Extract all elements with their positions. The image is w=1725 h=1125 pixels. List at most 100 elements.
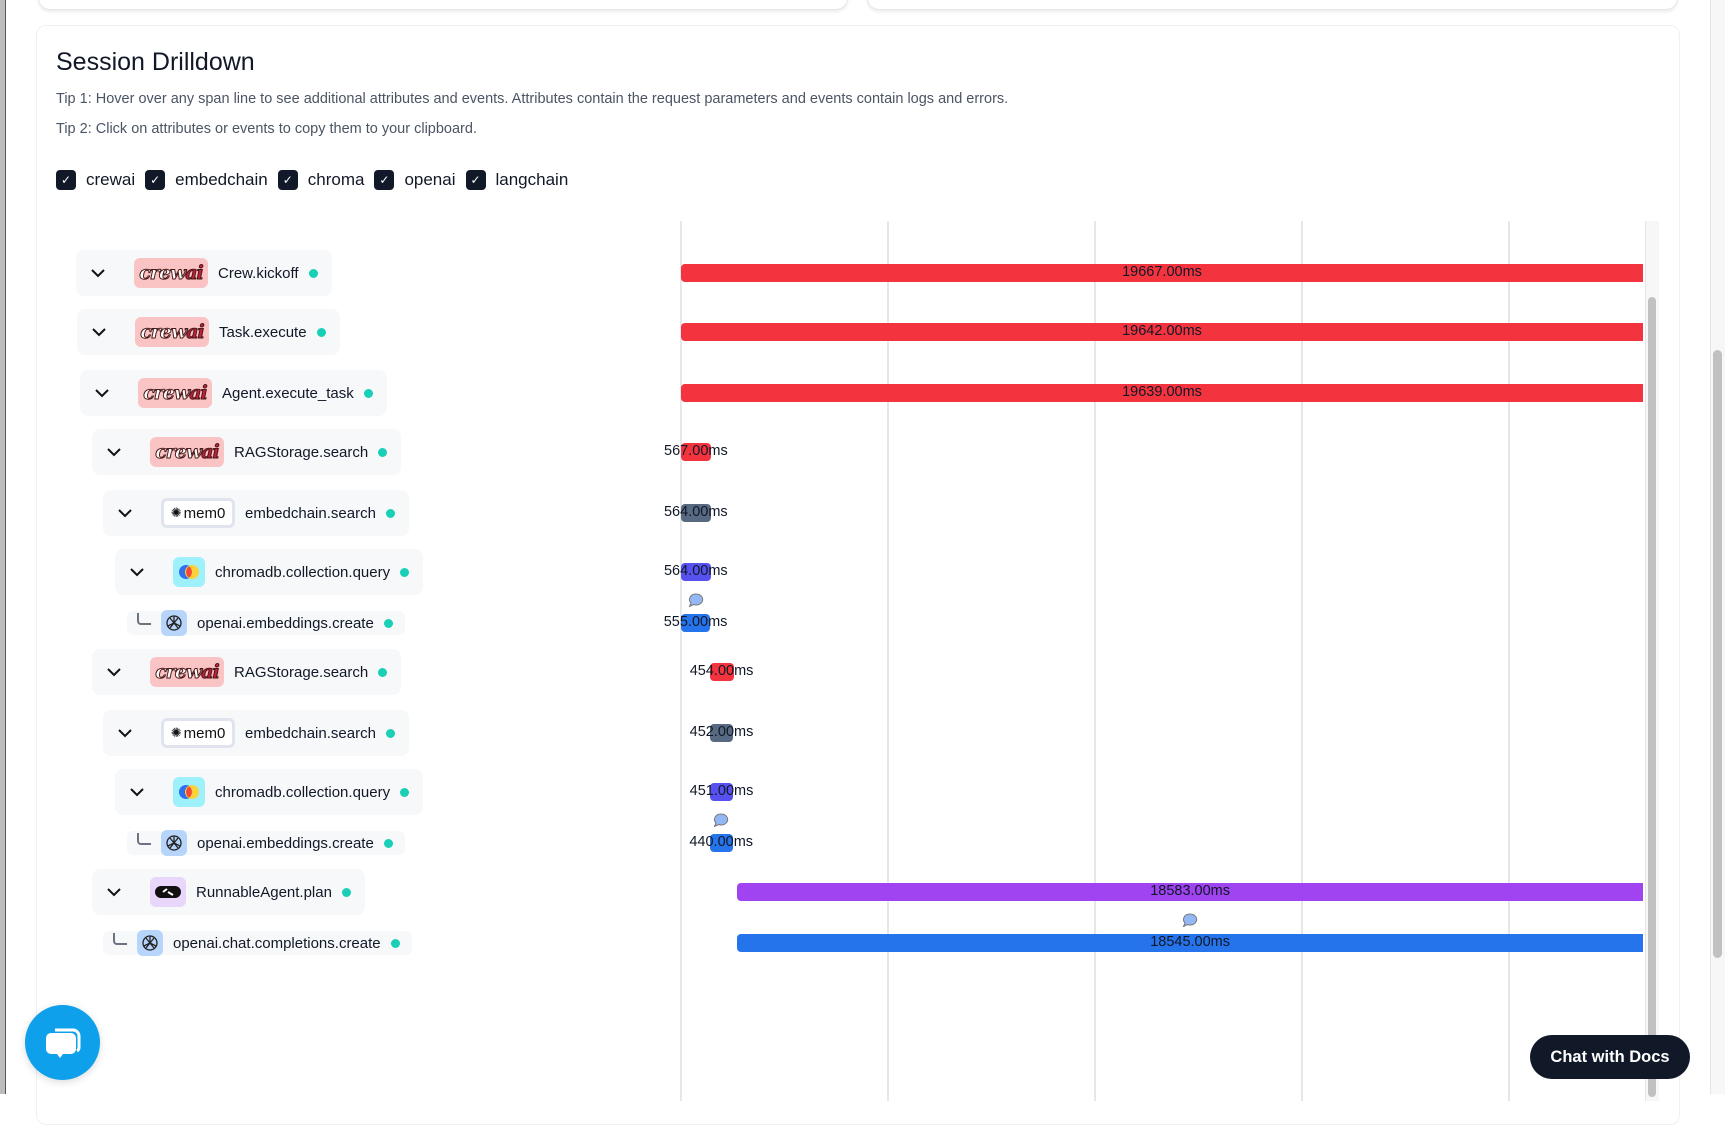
span-name: openai.chat.completions.create: [173, 934, 381, 952]
span-duration-bar[interactable]: [681, 323, 1643, 341]
chevron-down-icon[interactable]: [89, 322, 109, 342]
span-name: RunnableAgent.plan: [196, 883, 332, 901]
crewai-logo: crew ai: [150, 437, 224, 467]
tree-connector-icon: [113, 933, 127, 945]
status-dot: [308, 268, 318, 278]
tree-connector-icon: [137, 613, 151, 625]
status-dot: [390, 938, 400, 948]
checkbox-checked-icon[interactable]: ✓: [56, 170, 76, 190]
crewai-logo: crew ai: [134, 258, 208, 288]
span-duration-bar[interactable]: [737, 934, 1643, 952]
checkbox-checked-icon[interactable]: ✓: [277, 170, 298, 190]
filter-embedchain[interactable]: ✓ embedchain: [145, 170, 268, 190]
event-bubble-icon[interactable]: [713, 813, 729, 827]
span-duration-bar[interactable]: [681, 563, 711, 581]
chevron-down-icon[interactable]: [115, 503, 135, 523]
span-duration-bar[interactable]: [737, 883, 1643, 901]
span-duration-label: 564.00ms: [663, 563, 728, 579]
span-row[interactable]: RunnableAgent.plan: [92, 869, 365, 915]
span-row[interactable]: crew ai RAGStorage.search: [92, 429, 402, 475]
background-window-edge: [0, 0, 6, 1094]
span-duration-bar[interactable]: [681, 504, 711, 522]
span-duration-bar[interactable]: [709, 724, 734, 742]
span-duration-bar[interactable]: [681, 614, 711, 632]
span-name: RAGStorage.search: [234, 663, 369, 681]
chevron-down-icon[interactable]: [104, 442, 124, 462]
langchain-logo: [150, 877, 186, 907]
span-duration-label: 555.00ms: [663, 614, 728, 630]
provider-filters: ✓ crewai ✓ embedchain ✓ chroma ✓ openai ✓ langcha…: [56, 170, 578, 190]
checkbox-checked-icon[interactable]: ✓: [145, 170, 166, 190]
span-row[interactable]: crew ai RAGStorage.search: [92, 649, 402, 695]
span-row[interactable]: chromadb.collection.query: [115, 549, 424, 595]
filter-chroma[interactable]: ✓ chroma: [277, 170, 365, 190]
chroma-logo: [173, 557, 205, 587]
span-duration-label: 451.00ms: [689, 783, 754, 799]
mem0-logo: ✺ mem0: [161, 718, 235, 748]
span-row[interactable]: crew ai Crew.kickoff: [76, 250, 332, 296]
filter-label: crewai: [86, 170, 136, 189]
filter-crewai[interactable]: ✓ crewai: [56, 170, 135, 190]
span-duration-label: 19667.00ms: [1122, 264, 1202, 280]
span-row[interactable]: ✺ mem0 embedchain.search: [103, 710, 409, 756]
span-duration-bar[interactable]: [709, 834, 733, 852]
top-card-left: [38, 0, 848, 10]
timeline-scrollbar-thumb[interactable]: [1648, 297, 1656, 1097]
chevron-down-icon[interactable]: [88, 263, 108, 283]
openai-logo: [161, 830, 187, 856]
chat-with-docs-button[interactable]: Chat with Docs: [1530, 1035, 1690, 1079]
status-dot: [378, 447, 388, 457]
openai-logo: [161, 610, 187, 636]
span-name: chromadb.collection.query: [215, 563, 391, 581]
span-name: embedchain.search: [245, 504, 376, 522]
span-row[interactable]: openai.chat.completions.create: [103, 930, 412, 956]
chevron-down-icon[interactable]: [127, 782, 147, 802]
span-duration-bar[interactable]: [709, 783, 734, 801]
span-duration-bar[interactable]: [709, 663, 734, 681]
crewai-logo: crew ai: [150, 657, 224, 687]
status-dot: [400, 787, 410, 797]
span-name: RAGStorage.search: [234, 443, 369, 461]
checkbox-checked-icon[interactable]: ✓: [374, 170, 395, 190]
timeline-gridline: [1094, 221, 1096, 1101]
filter-label: embedchain: [175, 170, 268, 189]
span-row[interactable]: openai.embeddings.create: [127, 830, 405, 856]
chroma-logo: [173, 777, 205, 807]
filter-openai[interactable]: ✓ openai: [374, 170, 456, 190]
span-row[interactable]: openai.embeddings.create: [127, 610, 405, 636]
status-dot: [363, 388, 373, 398]
crewai-logo: crew ai: [138, 378, 212, 408]
trace-timeline: crew ai Crew.kickoff 19667.00ms crew ai Task.e…: [60, 221, 1660, 1101]
span-duration-bar[interactable]: [681, 384, 1643, 402]
span-duration-label: 452.00ms: [689, 724, 754, 740]
span-row[interactable]: chromadb.collection.query: [115, 769, 424, 815]
timeline-gridline: [1508, 221, 1510, 1101]
span-row[interactable]: ✺ mem0 embedchain.search: [103, 490, 409, 536]
chevron-down-icon[interactable]: [115, 723, 135, 743]
filter-label: openai: [404, 170, 456, 189]
span-duration-label: 18583.00ms: [1150, 883, 1231, 899]
filter-label: chroma: [307, 170, 365, 189]
chevron-down-icon[interactable]: [104, 662, 124, 682]
span-duration-bar[interactable]: [681, 264, 1643, 282]
span-row[interactable]: crew ai Agent.execute_task: [80, 370, 387, 416]
chat-bubble-icon: [45, 1028, 80, 1058]
checkbox-checked-icon[interactable]: ✓: [465, 170, 486, 190]
openai-logo: [137, 930, 163, 956]
support-chat-button[interactable]: [25, 1005, 100, 1080]
status-dot: [316, 327, 326, 337]
event-bubble-icon[interactable]: [1182, 913, 1198, 927]
chevron-down-icon[interactable]: [127, 562, 147, 582]
filter-langchain[interactable]: ✓ langchain: [465, 170, 568, 190]
chevron-down-icon[interactable]: [92, 383, 112, 403]
chevron-down-icon[interactable]: [104, 882, 124, 902]
span-row[interactable]: crew ai Task.execute: [77, 309, 340, 355]
page-title: Session Drilldown: [56, 48, 255, 76]
timeline-gridline: [1301, 221, 1303, 1101]
status-dot: [383, 838, 393, 848]
span-duration-bar[interactable]: [681, 443, 711, 461]
page-scrollbar-thumb[interactable]: [1713, 350, 1722, 958]
event-bubble-icon[interactable]: [688, 593, 704, 607]
status-dot: [385, 508, 395, 518]
top-card-right: [867, 0, 1678, 10]
